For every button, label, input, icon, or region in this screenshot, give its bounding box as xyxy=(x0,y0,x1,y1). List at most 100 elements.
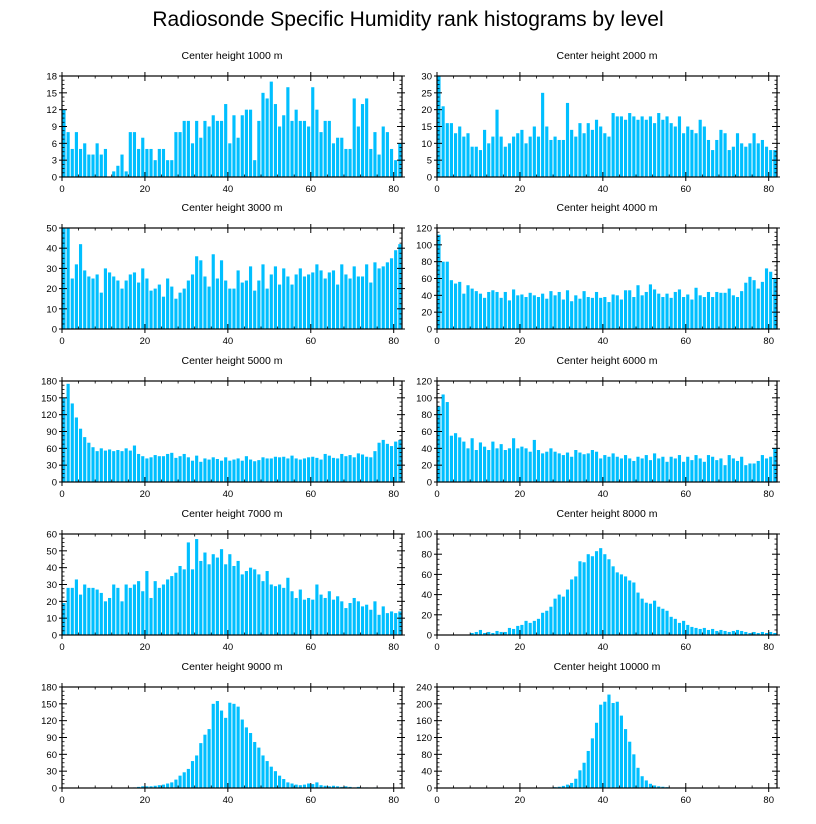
bar xyxy=(199,137,203,177)
bar xyxy=(673,458,677,482)
bar xyxy=(66,587,70,635)
bar xyxy=(466,285,470,329)
bar xyxy=(373,132,377,177)
x-tick-label: 80 xyxy=(388,795,399,806)
y-tick-label: 100 xyxy=(416,530,432,541)
y-tick-label: 30 xyxy=(421,72,432,83)
bar xyxy=(706,455,711,482)
x-tick-label: 20 xyxy=(515,642,526,653)
bar xyxy=(648,783,653,788)
bar xyxy=(137,148,141,177)
bar xyxy=(702,627,706,635)
y-tick-label: 100 xyxy=(416,240,432,251)
bar xyxy=(257,120,261,177)
x-tick-label: 60 xyxy=(680,336,691,347)
bar xyxy=(636,767,640,788)
bar xyxy=(499,297,503,329)
bar xyxy=(507,143,512,177)
bar xyxy=(120,451,124,482)
bar xyxy=(186,768,190,788)
bar xyxy=(677,622,682,635)
bar xyxy=(311,87,315,177)
bar xyxy=(87,442,91,482)
panel-9: Center height 9000 m 0 20 40 60 80 0 30 60 90 120 1… xyxy=(41,661,405,806)
bar xyxy=(690,299,694,329)
bar xyxy=(665,293,669,329)
bar xyxy=(644,291,648,329)
y-tick-label: 60 xyxy=(46,530,57,541)
y-tick-label: 9 xyxy=(52,122,57,133)
bar xyxy=(487,143,491,177)
y-tick-label: 120 xyxy=(416,224,432,235)
bar xyxy=(715,460,719,482)
bar xyxy=(170,286,174,329)
bar xyxy=(474,146,478,177)
bar xyxy=(336,596,340,635)
bar xyxy=(623,729,628,788)
bar xyxy=(282,779,286,788)
bar xyxy=(657,458,661,482)
y-tick-label: 10 xyxy=(421,139,432,150)
bar xyxy=(727,455,731,482)
bar xyxy=(686,624,690,635)
bar xyxy=(269,458,273,482)
bar xyxy=(636,119,640,177)
bar xyxy=(553,136,557,177)
x-tick-label: 80 xyxy=(763,184,774,195)
bar xyxy=(553,451,557,482)
bar xyxy=(244,727,248,788)
bar xyxy=(207,286,211,329)
bar xyxy=(153,785,157,788)
bar xyxy=(307,783,311,788)
bar xyxy=(327,272,331,329)
bar xyxy=(532,295,536,329)
bar xyxy=(466,133,470,177)
bar xyxy=(298,785,302,788)
bar xyxy=(215,120,219,177)
bar xyxy=(248,459,253,482)
bar xyxy=(735,297,740,329)
y-tick-label: 0 xyxy=(427,478,432,489)
bar xyxy=(582,762,586,788)
bar xyxy=(211,457,215,482)
bar xyxy=(381,266,385,329)
y-tick-label: 0 xyxy=(52,784,57,795)
bar xyxy=(365,264,369,329)
x-tick-label: 60 xyxy=(680,184,691,195)
bar xyxy=(215,701,219,788)
bar xyxy=(385,443,389,482)
bar xyxy=(298,120,302,177)
bar xyxy=(137,453,141,482)
bar xyxy=(574,576,578,635)
bar xyxy=(458,437,462,482)
bar xyxy=(623,455,628,482)
bar xyxy=(491,441,495,482)
bar xyxy=(760,455,764,482)
bar xyxy=(352,266,356,329)
bar xyxy=(95,451,99,482)
bar xyxy=(462,293,466,329)
bar xyxy=(273,456,278,482)
bar xyxy=(311,272,315,329)
bar xyxy=(149,786,153,788)
bar xyxy=(557,786,561,788)
bar xyxy=(331,785,336,788)
bar xyxy=(628,458,632,482)
panel-4: Center height 4000 m 0 20 40 60 80 0 20 40 60 80 10… xyxy=(416,202,780,347)
bar xyxy=(207,126,211,177)
y-tick-label: 40 xyxy=(421,767,432,778)
y-tick-label: 20 xyxy=(421,308,432,319)
bar xyxy=(103,268,108,329)
bar xyxy=(253,569,257,635)
bar xyxy=(315,264,319,329)
x-tick-label: 60 xyxy=(305,336,316,347)
bar xyxy=(182,288,186,329)
bar xyxy=(441,106,445,177)
bar xyxy=(607,456,611,482)
bar xyxy=(83,143,87,177)
bar xyxy=(377,154,381,177)
x-tick-label: 20 xyxy=(515,489,526,500)
bar xyxy=(524,448,528,482)
bar xyxy=(735,133,740,177)
bar xyxy=(640,776,644,788)
